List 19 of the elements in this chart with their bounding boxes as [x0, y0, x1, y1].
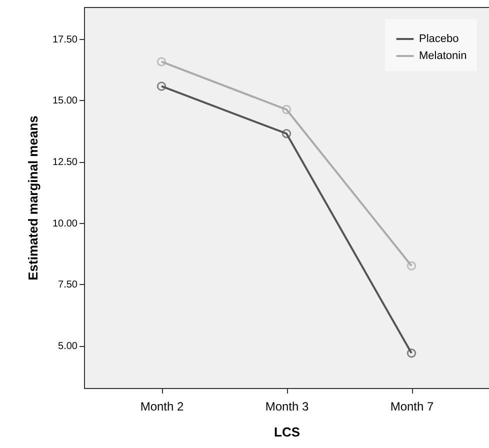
legend-label: Melatonin — [419, 50, 467, 62]
point — [156, 82, 166, 91]
point — [406, 261, 416, 270]
y-tick-label: 15.00 — [52, 96, 78, 107]
point — [282, 128, 292, 138]
x-tick-label: Month 7 — [390, 400, 434, 414]
point — [282, 104, 292, 114]
legend-label: Placebo — [419, 33, 459, 45]
y-axis-title: Estimated marginal means — [25, 116, 40, 280]
point — [406, 348, 416, 358]
x-tick-label: Month 2 — [140, 400, 184, 414]
y-tick-label: 17.50 — [52, 34, 78, 46]
x-tick-label: Month 3 — [265, 400, 310, 414]
y-tick-label: 5.00 — [58, 341, 78, 352]
x-axis-title: LCS — [274, 424, 300, 440]
y-tick-label: 10.00 — [52, 218, 78, 230]
point — [156, 57, 166, 66]
y-tick-label: 7.50 — [58, 280, 78, 291]
y-tick-label: 12.50 — [52, 157, 78, 168]
